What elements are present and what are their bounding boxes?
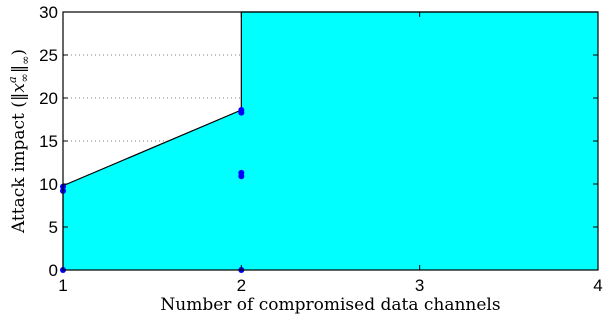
y-tick-label: 15: [39, 132, 58, 151]
y-axis-title-norm-open: ‖: [9, 93, 29, 102]
data-point: [238, 169, 245, 176]
x-tick-label: 3: [415, 276, 424, 295]
y-axis-title-suffix: ): [9, 49, 29, 56]
y-tick-label: 20: [39, 89, 58, 108]
y-axis-title-norm-sub: ∞: [19, 56, 32, 65]
x-tick-label: 2: [237, 276, 246, 295]
y-tick-label: 30: [39, 3, 58, 22]
x-tick-label: 1: [58, 276, 67, 295]
y-axis-title-prefix: Attack impact (: [9, 101, 29, 234]
y-axis-title-norm-close: ‖: [9, 65, 29, 74]
y-axis-title-var: x: [9, 83, 29, 93]
data-points: [60, 107, 245, 273]
y-tick-label: 0: [49, 261, 58, 280]
y-axis-title-sub: ∞: [18, 73, 31, 82]
axis-ticks: 1 2 3 4 0 5 10 15 20 25 30: [39, 3, 603, 295]
y-tick-label: 25: [39, 46, 58, 65]
y-tick-label: 10: [39, 175, 58, 194]
y-tick-label: 5: [49, 218, 58, 237]
x-tick-label: 4: [593, 276, 602, 295]
y-axis-title: Attack impact (‖xa∞‖∞): [6, 49, 32, 234]
x-axis-title: Number of compromised data channels: [160, 295, 500, 315]
feasible-region: [63, 12, 598, 270]
y-axis-title-sup: a: [6, 76, 19, 83]
data-point: [238, 107, 245, 114]
